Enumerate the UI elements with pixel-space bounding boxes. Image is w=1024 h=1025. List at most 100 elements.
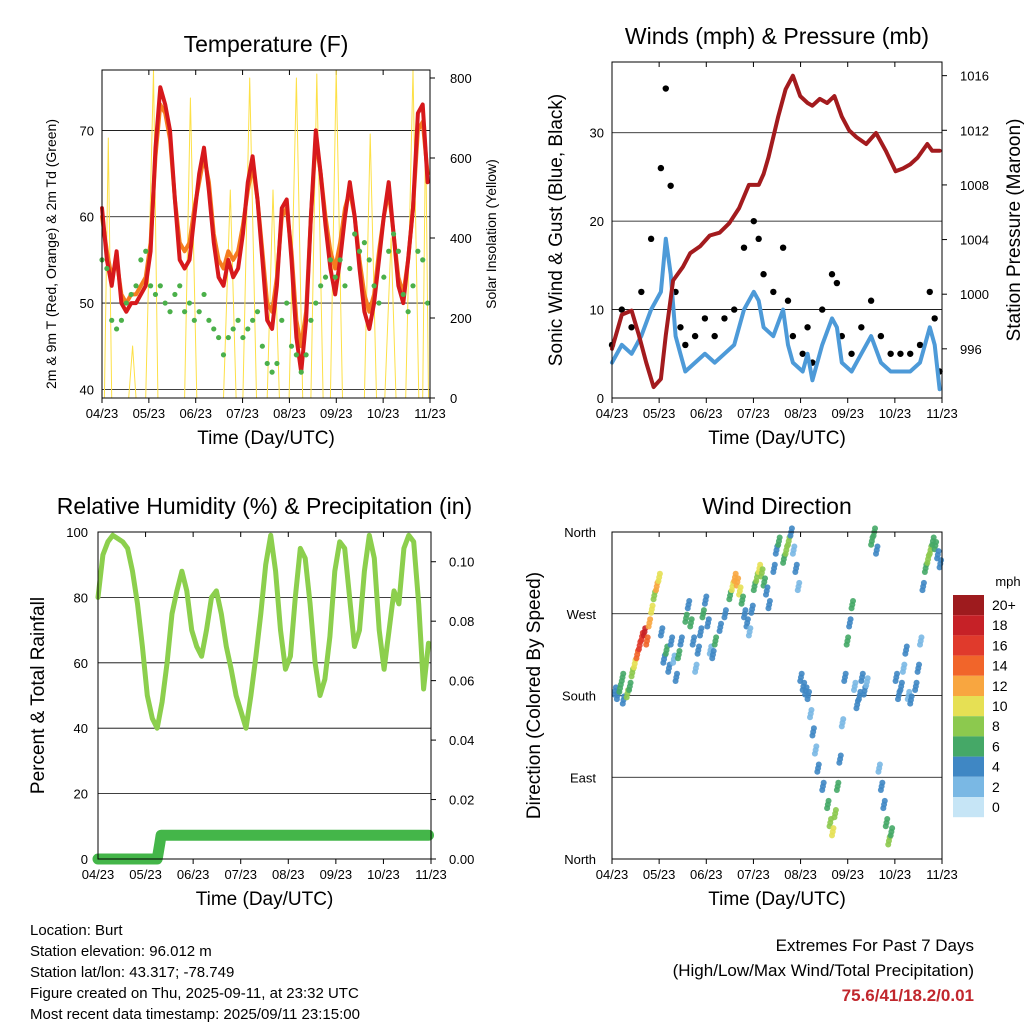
dewpoint-point <box>157 283 163 289</box>
dewpoint-point <box>152 291 159 298</box>
gust-point <box>701 315 709 322</box>
colorbar-tick-label: 18 <box>992 617 1008 633</box>
extremes-title: Extremes For Past 7 Days <box>775 936 974 955</box>
x-tick-label: 07/23 <box>737 406 770 421</box>
direction-point <box>740 593 747 600</box>
station-elevation: Station elevation: 96.012 m <box>30 943 212 960</box>
dewpoint-point <box>225 334 231 341</box>
pressure-line <box>610 73 942 390</box>
colorbar-swatch <box>953 716 984 737</box>
direction-point <box>796 579 803 586</box>
colorbar-swatch <box>953 776 984 797</box>
x-tick-label: 08/23 <box>784 867 817 882</box>
dewpoint-point <box>386 248 392 254</box>
gust-point <box>789 332 797 340</box>
direction-point <box>938 557 945 564</box>
gust-point <box>867 297 875 304</box>
direction-point <box>803 684 810 691</box>
y-tick-label: North <box>564 852 596 867</box>
direction-point <box>830 825 837 832</box>
precipitation-line <box>92 829 434 865</box>
y-tick-label: South <box>562 689 596 704</box>
dewpoint-point <box>191 317 197 323</box>
direction-point <box>762 575 769 582</box>
direction-point <box>872 525 879 532</box>
colorbar-swatch <box>953 756 984 777</box>
colorbar-tick-label: 16 <box>992 637 1008 653</box>
panel-title: Wind Direction <box>702 493 852 519</box>
gust-point <box>833 279 841 287</box>
dewpoint-point <box>206 317 212 323</box>
dewpoint-point <box>279 317 285 323</box>
x-tick-label: 06/23 <box>177 867 210 882</box>
direction-point <box>881 797 888 804</box>
colorbar-tick-label: 12 <box>992 678 1008 694</box>
x-tick-label: 06/23 <box>690 406 723 421</box>
extremes-subtitle: (High/Low/Max Wind/Total Precipitation) <box>672 961 974 980</box>
y2-axis-label: Solar Insolation (Yellow) <box>483 159 499 309</box>
y-axis-label: Sonic Wind & Gust (Blue, Black) <box>546 94 567 366</box>
y2-tick-label: 0.04 <box>449 733 474 748</box>
y-tick-label: 40 <box>74 721 88 736</box>
temp-2m-line <box>100 85 430 375</box>
gust-point <box>691 332 699 340</box>
y2-tick-label: 1012 <box>960 123 989 138</box>
direction-point <box>688 616 695 623</box>
direction-point <box>710 647 717 654</box>
direction-point <box>859 670 866 677</box>
x-tick-label: 09/23 <box>831 867 864 882</box>
direction-point <box>659 625 666 632</box>
gust-point <box>916 341 924 349</box>
y2-tick-label: 0.00 <box>449 852 474 867</box>
y-tick-label: 100 <box>66 525 88 540</box>
y-tick-label: 40 <box>80 382 94 397</box>
dewpoint-point <box>240 334 246 341</box>
direction-point <box>798 670 805 677</box>
y2-tick-label: 0 <box>450 391 457 406</box>
colorbar-tick-label: 8 <box>992 718 1000 734</box>
gust-point <box>779 244 787 251</box>
station-location: Location: Burt <box>30 922 123 939</box>
gust-point <box>755 235 762 243</box>
direction-point <box>913 679 920 686</box>
gust-point <box>662 85 669 92</box>
extremes-box: Extremes For Past 7 Days (High/Low/Max W… <box>673 933 974 1008</box>
y-tick-label: East <box>570 770 596 785</box>
direction-point <box>744 616 751 623</box>
direction-point <box>718 620 725 627</box>
direction-point <box>930 534 937 541</box>
colorbar-unit-label: mph <box>995 574 1020 589</box>
dewpoint-point <box>167 309 173 315</box>
y-tick-label: 50 <box>80 296 94 311</box>
y-tick-label: 20 <box>74 787 88 802</box>
y2-tick-label: 1000 <box>960 287 989 302</box>
x-tick-label: 05/23 <box>643 406 676 421</box>
x-axis-label: Time (Day/UTC) <box>196 889 334 910</box>
relative-humidity-line <box>95 532 431 731</box>
gust-point <box>740 244 748 251</box>
gust-point <box>887 350 894 357</box>
colorbar-swatch <box>953 595 984 616</box>
dewpoint-point <box>147 283 154 289</box>
direction-point <box>898 679 905 686</box>
colorbar-swatch <box>953 655 984 676</box>
y-tick-label: 0 <box>81 852 88 867</box>
colorbar-tick-label: 14 <box>992 658 1008 674</box>
x-tick-label: 07/23 <box>737 867 770 882</box>
x-tick-label: 11/23 <box>415 867 447 882</box>
colorbar-swatch <box>953 635 984 656</box>
direction-point <box>852 679 859 686</box>
dewpoint-point <box>298 369 304 375</box>
direction-point <box>737 584 744 591</box>
y2-tick-label: 1016 <box>960 69 989 84</box>
dewpoint-point <box>123 300 129 306</box>
x-axis-label: Time (Day/UTC) <box>197 428 335 449</box>
x-tick-label: 05/23 <box>129 867 162 882</box>
y2-tick-label: 0.08 <box>449 614 474 629</box>
humidity-precip-panel: Relative Humidity (%) & Precipitation (i… <box>28 493 474 910</box>
dewpoint-point <box>196 309 202 315</box>
direction-point <box>906 688 913 695</box>
y-tick-label: 0 <box>597 391 604 406</box>
direction-point <box>776 534 783 541</box>
